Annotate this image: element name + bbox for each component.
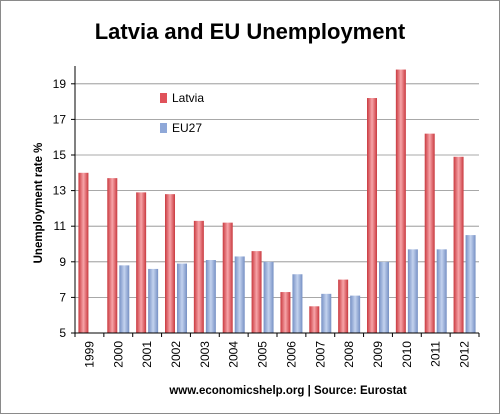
source-note: www.economicshelp.org | Source: Eurostat [168, 385, 406, 397]
x-tick-label: 2012 [458, 341, 472, 368]
bar-latvia [395, 69, 406, 333]
legend-swatch-latvia [160, 93, 167, 103]
x-tick-label: 2001 [140, 341, 154, 368]
x-tick-label: 2000 [111, 341, 125, 368]
y-tick-label: 15 [53, 148, 67, 162]
x-tick-label: 2006 [284, 341, 298, 368]
bar-latvia [78, 172, 89, 333]
x-tick-label: 2004 [227, 341, 241, 368]
legend-label-eu27: EU27 [172, 121, 202, 135]
bar-eu27 [234, 256, 245, 333]
y-tick-label: 9 [59, 255, 66, 269]
x-tick-label: 2002 [169, 341, 183, 368]
y-tick-label: 11 [54, 219, 67, 233]
y-tick-label: 7 [59, 290, 66, 304]
y-tick-label: 13 [53, 184, 67, 198]
bar-eu27 [148, 268, 159, 333]
y-tick-label: 17 [53, 112, 67, 126]
gridlines [75, 83, 479, 334]
bar-eu27 [350, 295, 361, 333]
legend-label-latvia: Latvia [172, 91, 204, 105]
chart-title: Latvia and EU Unemployment [95, 19, 406, 44]
bar-latvia [193, 220, 204, 333]
y-axis-label: Unemployment rate % [33, 143, 45, 264]
bar-eu27 [436, 249, 447, 333]
bar-latvia [165, 194, 175, 333]
bar-eu27 [292, 274, 303, 333]
x-tick-label: 2007 [313, 341, 327, 368]
x-tick-label: 2011 [429, 341, 443, 367]
bar-latvia [280, 292, 291, 333]
bar-eu27 [379, 261, 389, 333]
bar-latvia [251, 251, 262, 333]
bar-latvia [424, 133, 435, 333]
legend: Latvia EU27 [160, 91, 204, 135]
y-tick-label: 19 [53, 77, 67, 91]
bar-eu27 [205, 260, 216, 333]
bar-latvia [222, 222, 233, 333]
bar-latvia [107, 178, 118, 333]
x-tick-label: 1999 [82, 341, 96, 368]
bars [78, 69, 476, 333]
bar-latvia [367, 98, 377, 333]
bar-eu27 [465, 235, 476, 333]
axes: 5 7 9 11 13 15 17 19 1999 2000 2001 2002 2003 2004 200… [53, 66, 480, 368]
x-tick-label: 2003 [198, 341, 212, 368]
bar-latvia [338, 279, 349, 333]
x-tick-label: 2009 [371, 341, 385, 368]
bar-eu27 [321, 293, 332, 333]
x-tick-label: 2010 [400, 341, 414, 368]
bar-latvia [453, 156, 464, 333]
bar-eu27 [119, 265, 130, 333]
x-tick-label: 2008 [342, 341, 356, 368]
bar-eu27 [177, 263, 187, 333]
bar-eu27 [263, 261, 274, 333]
legend-swatch-eu27 [160, 123, 167, 133]
bar-eu27 [407, 249, 418, 333]
y-tick-label: 5 [59, 326, 66, 340]
bar-latvia [309, 306, 320, 333]
x-tick-label: 2005 [256, 341, 270, 368]
bar-latvia [136, 192, 147, 333]
